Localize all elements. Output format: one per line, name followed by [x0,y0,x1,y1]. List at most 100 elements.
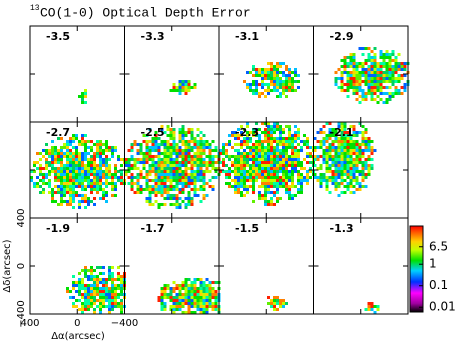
emission-patch [316,131,320,134]
emission-patch [258,83,261,86]
emission-patch [234,161,237,164]
emission-patch [142,188,146,191]
emission-patch [93,182,96,185]
emission-patch [154,167,158,170]
emission-patch [397,80,401,83]
emission-patch [178,92,182,95]
emission-patch [90,140,93,143]
emission-patch [276,65,279,68]
emission-patch [364,98,368,101]
emission-patch [84,272,87,275]
emission-patch [90,158,93,161]
emission-patch [346,77,350,80]
emission-patch [325,188,329,191]
emission-patch [51,200,54,203]
emission-patch [294,170,297,173]
emission-patch [45,161,48,164]
emission-patch [87,278,90,281]
emission-patch [349,74,353,77]
emission-patch [228,158,231,161]
emission-patch [163,167,167,170]
emission-patch [84,176,87,179]
emission-patch [273,296,276,299]
emission-patch [87,197,90,200]
emission-patch [264,188,267,191]
emission-patch [169,167,173,170]
emission-patch [270,131,273,134]
emission-patch [54,185,57,188]
emission-patch [252,83,255,86]
emission-patch [133,140,137,143]
emission-patch [255,140,258,143]
emission-patch [267,155,270,158]
emission-patch [361,176,365,179]
emission-patch [270,161,273,164]
emission-patch [208,185,212,188]
emission-patch [279,128,282,131]
emission-patch [394,89,398,92]
emission-patch [39,185,42,188]
emission-patch [208,152,212,155]
emission-patch [154,170,158,173]
emission-patch [373,83,377,86]
emission-patch [334,167,338,170]
emission-patch [96,173,99,176]
emission-patch [193,284,197,287]
emission-patch [358,65,362,68]
emission-patch [87,140,90,143]
emission-patch [178,86,182,89]
emission-patch [163,302,167,305]
emission-patch [261,158,264,161]
emission-patch [202,143,206,146]
emission-patch [237,152,240,155]
emission-patch [169,128,173,131]
emission-patch [270,152,273,155]
emission-patch [139,146,143,149]
emission-patch [172,86,176,89]
emission-patch [346,131,350,134]
emission-patch [51,146,54,149]
emission-patch [291,167,294,170]
emission-patch [276,308,279,311]
emission-patch [39,173,42,176]
emission-patch [294,158,297,161]
emission-patch [117,305,120,308]
emission-patch [163,179,167,182]
emission-patch [370,89,374,92]
emission-patch [273,152,276,155]
emission-patch [352,152,356,155]
emission-patch [157,176,161,179]
emission-patch [270,149,273,152]
emission-patch [199,296,203,299]
emission-patch [367,53,371,56]
emission-patch [349,56,353,59]
emission-patch [45,176,48,179]
emission-patch [243,161,246,164]
emission-patch [84,140,87,143]
emission-patch [276,80,279,83]
emission-patch [211,308,215,311]
emission-patch [337,155,341,158]
emission-patch [57,152,60,155]
emission-patch [382,86,386,89]
emission-patch [382,71,386,74]
emission-patch [99,188,102,191]
emission-patch [111,146,114,149]
emission-patch [343,89,347,92]
emission-patch [193,185,197,188]
emission-patch [205,170,209,173]
emission-patch [193,152,197,155]
emission-patch [276,302,279,305]
emission-patch [340,125,344,128]
emission-patch [340,170,344,173]
emission-patch [367,74,371,77]
emission-patch [234,176,237,179]
emission-patch [240,185,243,188]
emission-patch [388,68,392,71]
emission-patch [178,128,182,131]
emission-patch [93,188,96,191]
emission-patch [99,170,102,173]
emission-patch [72,188,75,191]
emission-patch [367,77,371,80]
emission-patch [184,152,188,155]
